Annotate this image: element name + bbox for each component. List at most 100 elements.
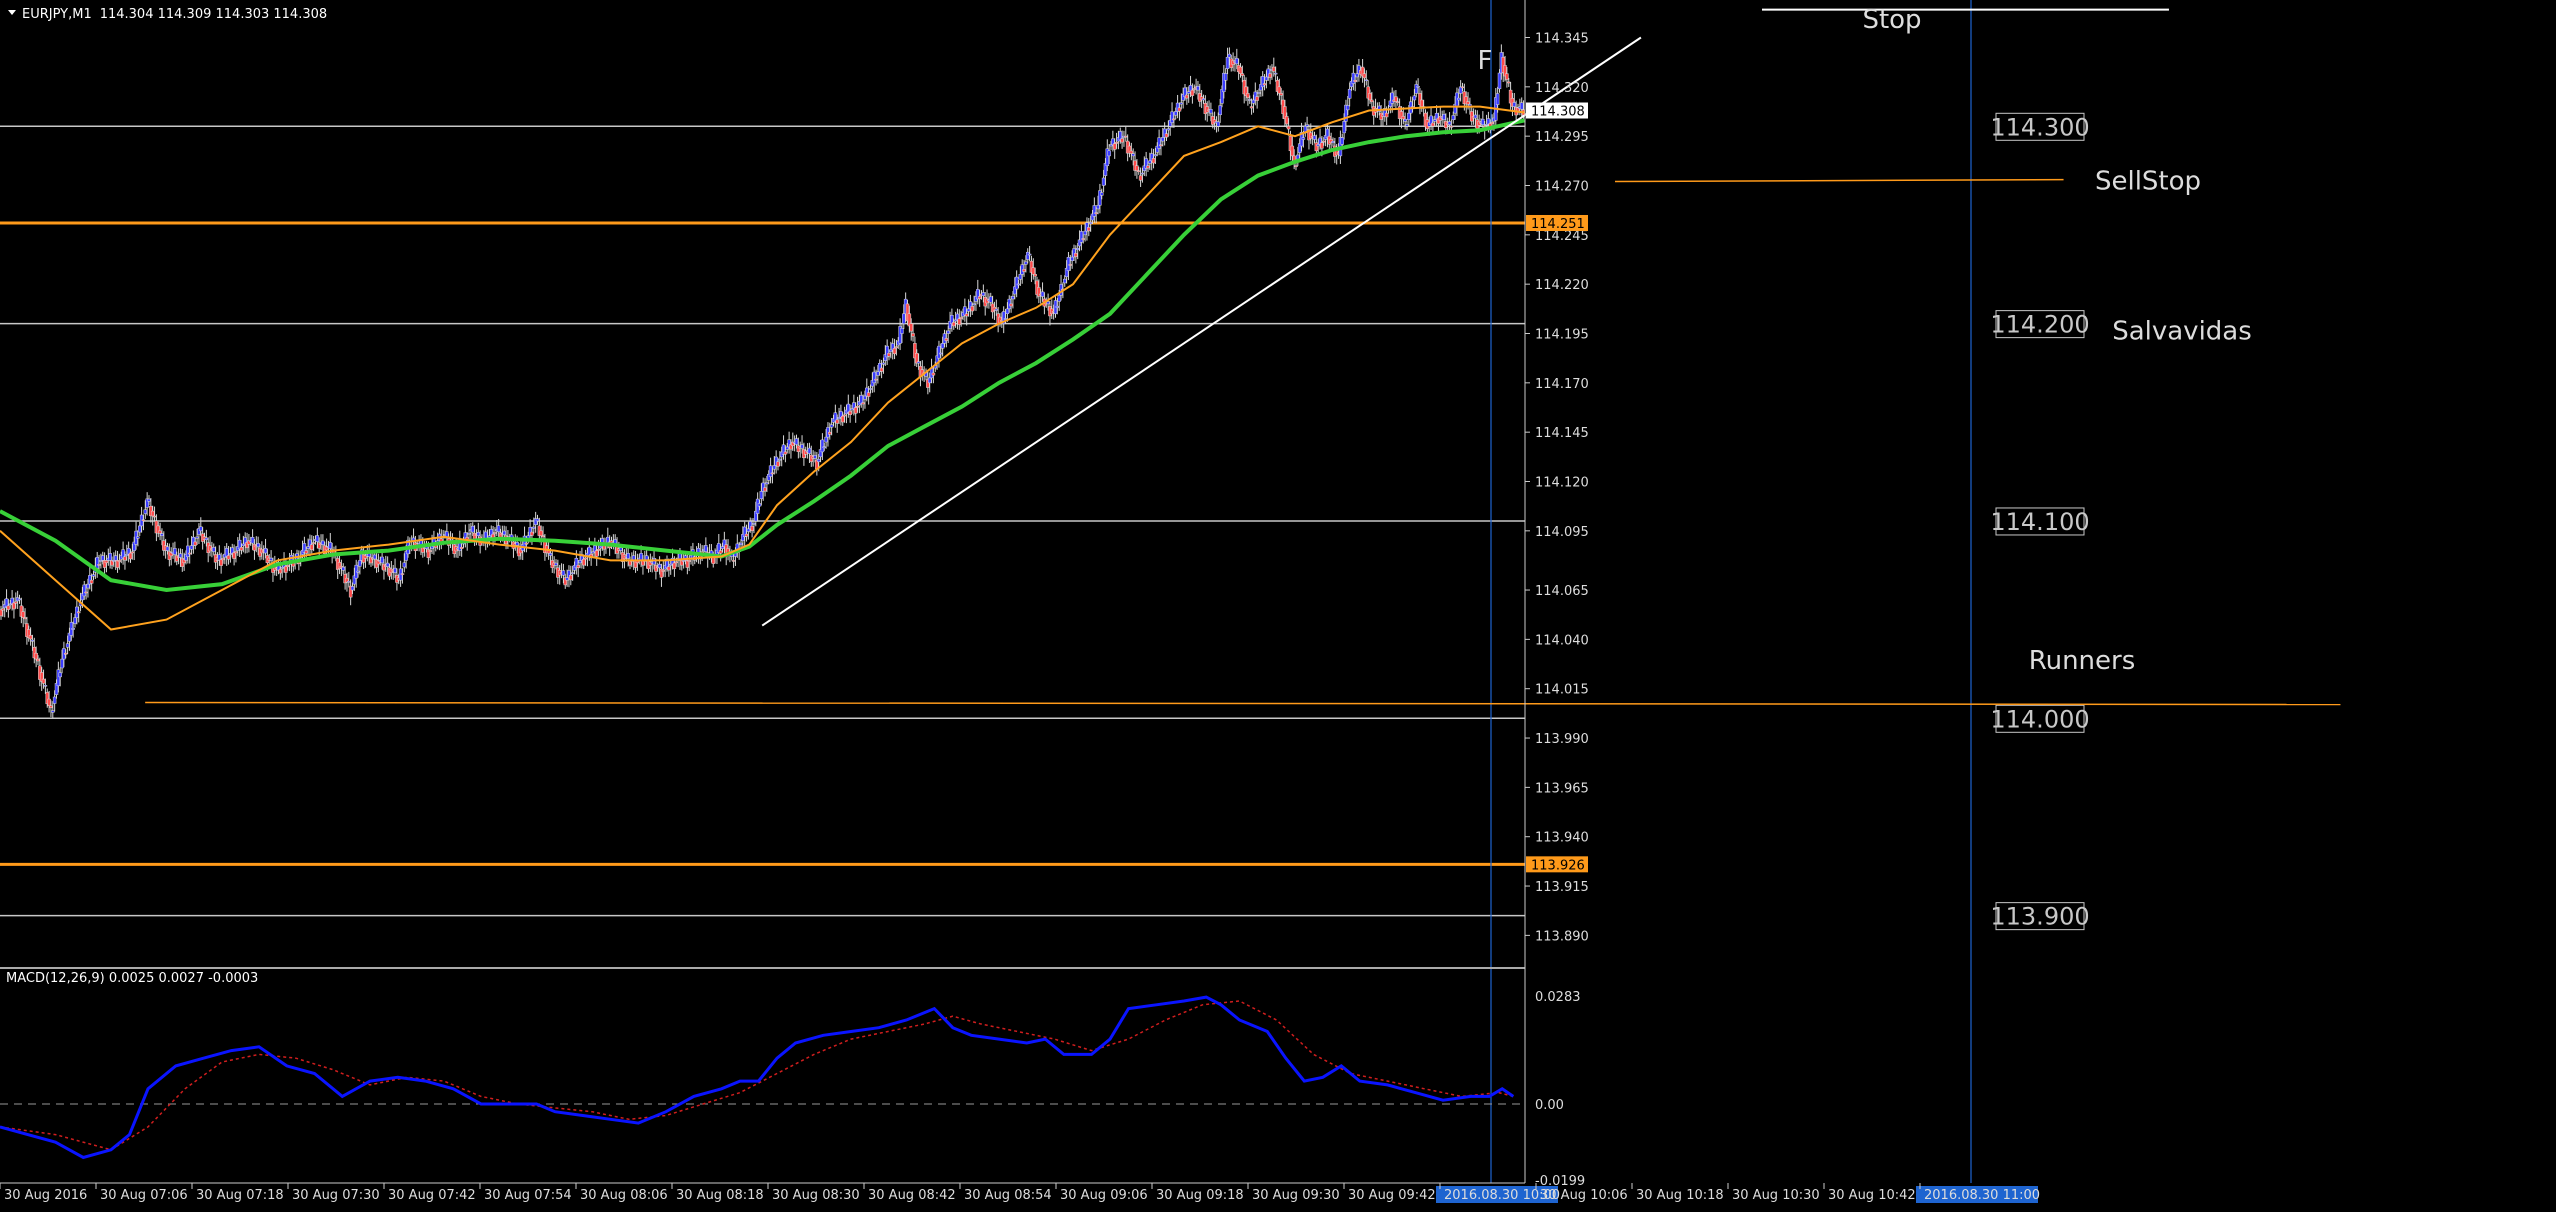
bear-candle-body [76,611,81,614]
candle [1172,112,1176,129]
current-price-label: 114.308 [1531,105,1585,120]
bull-candle-body [402,562,407,568]
bear-candle-body [252,544,257,551]
bear-candle-body [187,552,192,555]
bear-candle-body [1277,86,1282,94]
bear-candle-body [208,545,212,552]
time-axis-label: 30 Aug 07:30 [292,1188,380,1203]
bull-candle-body [1027,253,1032,256]
bull-candle-body [1157,137,1161,149]
candle [1346,95,1350,116]
bull-candle-body [1260,76,1265,88]
bull-candle-body [822,446,826,449]
bull-candle-body [1340,137,1344,145]
bull-candle-body [1096,204,1100,210]
bear-candle-body [12,602,16,610]
bull-candle-body [829,424,834,428]
price-tick-label: 114.220 [1535,278,1589,293]
ma-slow-line [0,118,1525,593]
bear-candle-body [1401,116,1406,120]
bear-candle-body [672,562,677,570]
bull-candle-body [981,292,986,296]
bear-candle-body [158,530,162,534]
bull-candle-body [212,547,216,552]
bull-candle-body [1412,95,1417,101]
bear-candle-body [1033,274,1037,277]
bull-candle-body [619,547,623,551]
bear-candle-body [866,392,871,397]
bull-candle-body [1451,115,1455,120]
bull-candle-body [1014,276,1019,290]
bull-candle-body [989,296,993,303]
bear-candle-body [1279,93,1283,96]
bear-candle-body [1285,116,1289,125]
orange-level-badge [1526,856,1588,873]
bull-candle-body [471,525,475,533]
bear-candle-body [718,550,723,554]
bear-candle-body [731,560,736,562]
bull-candle-body [1100,192,1104,196]
time-axis-label: 2016.08.30 10:00 [1444,1188,1560,1203]
price-tick-label: 114.270 [1535,179,1589,194]
bull-candle-body [250,537,255,544]
bull-candle-body [1223,73,1228,81]
bear-candle-body [931,372,936,376]
candle [400,568,405,584]
bear-candle-body [117,560,122,562]
price-tick-label: 113.990 [1535,732,1589,747]
object-label-runners: Runners [2029,646,2136,676]
bear-candle-body [1087,227,1091,232]
symbol-dropdown-icon[interactable] [8,10,16,15]
bull-candle-body [350,586,355,591]
bull-candle-body [657,564,662,569]
bear-candle-body [583,557,588,560]
candle [173,541,177,563]
candle [900,323,904,343]
bull-candle-body [1218,105,1222,116]
bear-candle-body [14,601,18,604]
bear-candle-body [667,566,671,571]
bull-candle-body [380,556,384,564]
bear-candle-body [123,556,127,561]
bull-candle-body [1519,102,1524,110]
bull-candle-body [1057,295,1061,302]
candle [1273,66,1278,82]
bear-candle-body [34,652,38,660]
orange-level-badge [1526,214,1588,231]
time-axis-label: 30 Aug 07:54 [484,1188,572,1203]
bear-candle-body [861,402,865,405]
bear-candle-body [400,573,405,575]
time-highlight-badge [1436,1186,1558,1203]
bear-candle-body [1309,132,1313,139]
bull-candle-body [502,530,506,536]
bull-candle-body [17,598,22,601]
bull-candle-body [548,553,553,556]
price-tick-label: 114.145 [1535,426,1589,441]
time-axis-label: 30 Aug 2016 [4,1188,87,1203]
bull-candle-body [86,583,90,589]
bear-candle-body [964,313,969,317]
bull-candle-body [60,658,64,669]
bull-candle-body [1447,121,1452,125]
trendline[interactable] [761,36,1642,627]
bull-candle-body [778,458,782,461]
bear-candle-body [654,565,658,572]
time-axis-label: 30 Aug 10:30 [1732,1188,1820,1203]
bear-candle-body [1268,73,1272,78]
bull-candle-body [321,540,325,545]
bear-candle-body [41,678,46,684]
candle [1347,82,1352,107]
bull-candle-body [1196,86,1200,91]
bear-candle-body [1068,264,1073,266]
bull-candle-body [476,532,481,537]
chart-objects[interactable]: Stop F SellStop Salvavidas Runners [145,5,2341,706]
runners-line[interactable] [145,701,2341,706]
bull-candle-body [1497,72,1502,90]
bear-candle-body [952,322,956,327]
price-tick-label: 114.065 [1535,584,1589,599]
bull-candle-body [73,617,77,624]
bull-candle-body [138,525,142,533]
bull-candle-body [554,562,558,566]
sellstop-line[interactable] [1614,178,2064,183]
